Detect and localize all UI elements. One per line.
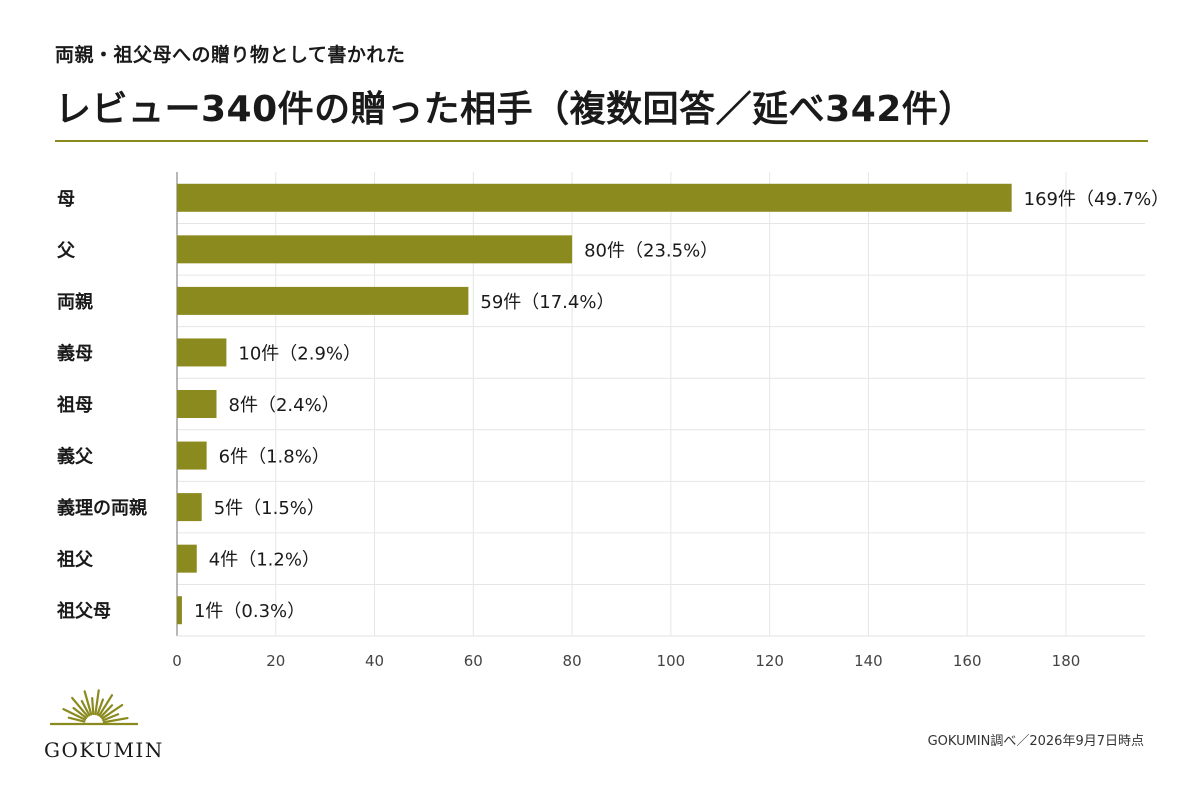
category-label-6: 義理の両親 [57, 497, 147, 519]
category-label-2: 両親 [57, 291, 93, 313]
chart-subtitle: 両親・祖父母への贈り物として書かれた [55, 44, 406, 66]
category-label-1: 父 [57, 240, 76, 261]
bar-7 [177, 544, 197, 573]
category-label-5: 義父 [57, 446, 94, 468]
category-label-4: 祖母 [56, 394, 93, 416]
sunburst-ray [62, 707, 87, 721]
sunburst-ray [96, 698, 104, 716]
data-label-1: 80件（23.5%） [584, 240, 718, 261]
bar-6 [177, 493, 202, 522]
sunburst-ray [98, 694, 114, 717]
sunburst-ray [94, 689, 100, 716]
x-tick-label-7: 140 [854, 652, 883, 670]
data-label-6: 5件（1.5%） [214, 498, 325, 519]
data-label-8: 1件（0.3%） [194, 601, 305, 622]
category-label-3: 義母 [57, 342, 93, 364]
sunburst-icon [50, 689, 138, 726]
category-label-8: 祖父母 [56, 600, 111, 622]
sunburst-ray [91, 696, 95, 716]
sunburst-ray [102, 716, 129, 724]
bar-8 [177, 596, 182, 625]
data-label-5: 6件（1.8%） [219, 447, 330, 468]
chart-title: レビュー340件の贈った相手（複数回答／延べ342件） [55, 89, 975, 130]
bar-3 [177, 338, 227, 367]
sunburst-ray [67, 716, 86, 723]
title-divider [55, 140, 1148, 142]
bar-0 [177, 183, 1012, 212]
x-tick-label-6: 120 [755, 652, 784, 670]
bar-5 [177, 441, 207, 470]
data-label-4: 8件（2.4%） [229, 395, 340, 416]
sunburst-ray [99, 704, 114, 718]
x-tick-label-8: 160 [953, 652, 982, 670]
sunburst-ray [101, 703, 124, 720]
sunburst-ray [83, 690, 93, 716]
category-label-7: 祖父 [56, 549, 94, 571]
sunburst-ray [72, 706, 88, 719]
x-tick-label-5: 100 [657, 652, 686, 670]
data-label-7: 4件（1.2%） [209, 550, 320, 571]
x-tick-label-0: 0 [172, 652, 182, 670]
data-label-0: 169件（49.7%） [1024, 189, 1170, 210]
source-note: GOKUMIN調べ／2026年9月7日時点 [927, 734, 1144, 749]
x-tick-label-1: 20 [266, 652, 285, 670]
data-label-2: 59件（17.4%） [480, 292, 614, 313]
sunburst-ray [71, 696, 89, 718]
logo-text: GOKUMIN [44, 738, 164, 762]
x-tick-label-3: 60 [464, 652, 483, 670]
x-tick-label-4: 80 [563, 652, 582, 670]
gokumin-logo: GOKUMIN [44, 684, 164, 768]
sunburst-ray [102, 713, 120, 722]
category-label-0: 母 [57, 189, 75, 210]
bar-4 [177, 390, 217, 418]
x-tick-label-9: 180 [1052, 652, 1081, 670]
data-label-3: 10件（2.9%） [238, 343, 361, 364]
x-tick-label-2: 40 [365, 652, 384, 670]
sunburst-ray [80, 699, 91, 717]
bar-1 [177, 235, 573, 264]
bar-2 [177, 286, 469, 315]
